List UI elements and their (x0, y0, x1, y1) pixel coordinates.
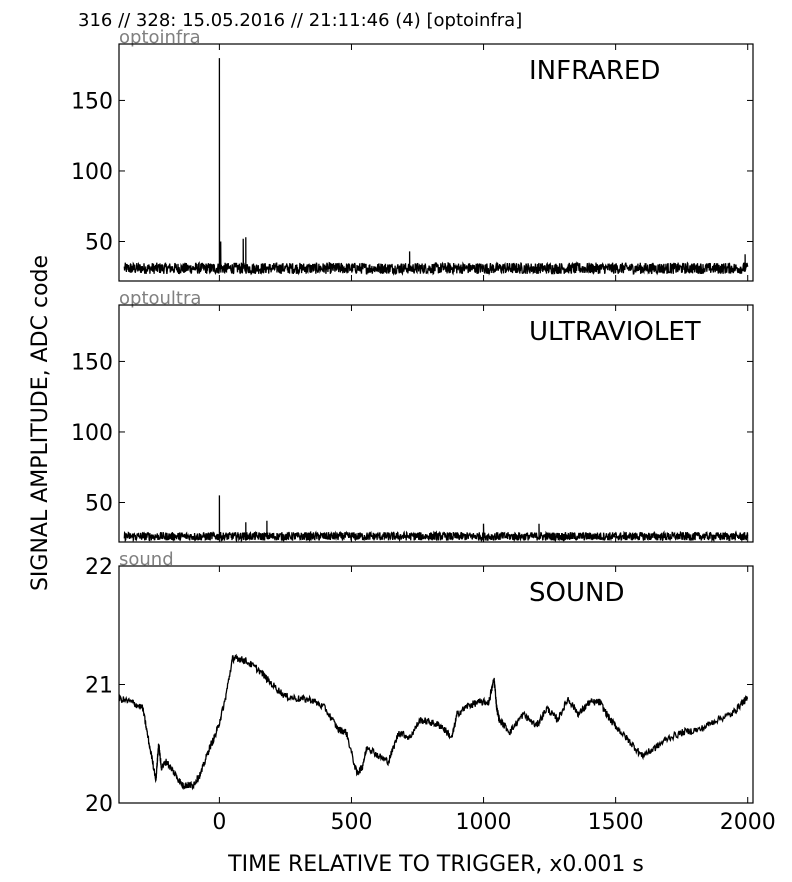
plot-frame-optoinfra (118, 43, 754, 282)
x-tick-label-1000: 1000 (456, 810, 512, 835)
series-line-optoinfra (123, 58, 749, 276)
y-tick-label-sound-20: 20 (85, 792, 113, 817)
panels: optoinfra INFRARED 50 100 150 optoultra ULTRAV… (71, 27, 776, 835)
channel-name-optoultra: optoultra (119, 288, 201, 309)
channel-name-sound: sound (119, 549, 174, 570)
x-tick-label-1500: 1500 (588, 810, 644, 835)
figure-title: 316 // 328: 15.05.2016 // 21:11:46 (4) [… (78, 10, 522, 31)
y-tick-label-optoultra-50: 50 (85, 492, 113, 517)
panel-sound: sound SOUND 20 21 22 0 500 1000 1500 2000 (85, 549, 776, 835)
y-tick-label-optoinfra-50: 50 (85, 231, 113, 256)
panel-optoultra: optoultra ULTRAVIOLET 50 100 150 (71, 288, 754, 543)
series-line-optoultra (123, 495, 749, 543)
y-tick-label-sound-21: 21 (85, 674, 113, 699)
plot-frame-optoultra (118, 304, 754, 543)
y-axis-label: SIGNAL AMPLITUDE, ADC code (28, 255, 53, 591)
y-tick-label-sound-22: 22 (85, 555, 113, 580)
y-tick-label-optoultra-100: 100 (71, 421, 113, 446)
y-tick-label-optoinfra-150: 150 (71, 89, 113, 114)
series-line-sound (118, 653, 748, 791)
y-tick-label-optoinfra-100: 100 (71, 160, 113, 185)
x-axis-label: TIME RELATIVE TO TRIGGER, x0.001 s (227, 852, 644, 877)
panel-title-sound: SOUND (529, 578, 624, 608)
plot-frame-sound (118, 565, 754, 804)
x-tick-label-0: 0 (212, 810, 226, 835)
x-tick-label-2000: 2000 (720, 810, 776, 835)
channel-name-optoinfra: optoinfra (119, 27, 201, 48)
x-tick-label-500: 500 (330, 810, 372, 835)
panel-title-optoinfra: INFRARED (529, 56, 660, 86)
panel-title-optoultra: ULTRAVIOLET (529, 317, 701, 347)
panel-optoinfra: optoinfra INFRARED 50 100 150 (71, 27, 754, 282)
y-tick-label-optoultra-150: 150 (71, 350, 113, 375)
